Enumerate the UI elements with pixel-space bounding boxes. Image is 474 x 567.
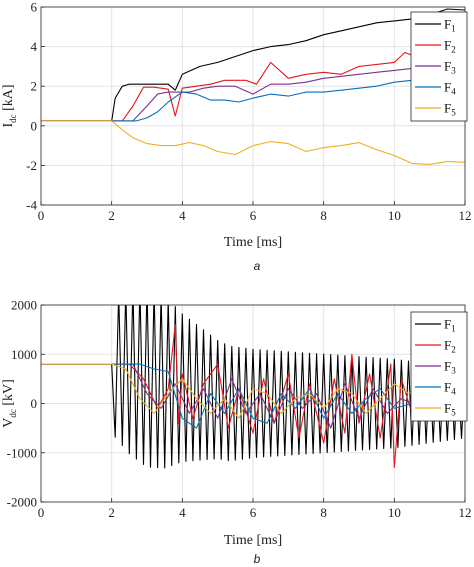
y-tick-label: -2000 bbox=[7, 495, 37, 510]
x-tick-label: 12 bbox=[459, 505, 472, 520]
figure-caption: b bbox=[254, 552, 261, 566]
legend-label-F4: F4 bbox=[444, 380, 456, 397]
x-tick-label: 6 bbox=[250, 505, 257, 520]
x-tick-label: 4 bbox=[179, 208, 186, 223]
x-tick-label: 10 bbox=[388, 505, 401, 520]
legend-label-F5: F5 bbox=[444, 401, 456, 418]
x-tick-label: 0 bbox=[38, 208, 45, 223]
figure-caption: a bbox=[254, 259, 261, 273]
series-line-F4 bbox=[41, 75, 465, 122]
series-line-F4 bbox=[41, 363, 413, 429]
x-tick-label: 4 bbox=[179, 505, 186, 520]
y-axis-label: Vdc [kV] bbox=[1, 379, 18, 428]
x-tick-label: 10 bbox=[388, 208, 401, 223]
legend-label-F4: F4 bbox=[444, 80, 456, 97]
x-tick-label: 2 bbox=[108, 505, 115, 520]
x-tick-label: 8 bbox=[320, 208, 327, 223]
series-line-F2 bbox=[41, 44, 465, 122]
legend-label-F3: F3 bbox=[444, 359, 456, 376]
legend: F1 F2 F3 F4 F5 bbox=[410, 311, 468, 422]
legend-label-F1: F1 bbox=[444, 17, 456, 34]
legend-label-F1: F1 bbox=[444, 317, 456, 334]
series-group bbox=[41, 8, 465, 165]
series-line-F3 bbox=[41, 363, 413, 429]
series-group bbox=[41, 305, 465, 469]
series-line-F1 bbox=[41, 305, 465, 469]
x-tick-label: 6 bbox=[250, 208, 257, 223]
x-tick-label: 0 bbox=[38, 505, 45, 520]
legend-label-F2: F2 bbox=[444, 338, 456, 355]
legend-label-F5: F5 bbox=[444, 101, 456, 118]
chart-b: 0 2 4 6 8 10 12 -2000 -1000 0 1000 2000 Time [ms] Vdc… bbox=[1, 298, 472, 567]
x-tick-label: 2 bbox=[108, 208, 115, 223]
series-line-F3 bbox=[41, 61, 465, 122]
legend-label-F3: F3 bbox=[444, 59, 456, 76]
series-line-F5 bbox=[41, 363, 465, 419]
y-tick-label: 1000 bbox=[11, 347, 37, 362]
x-axis-label: Time [ms] bbox=[224, 235, 282, 250]
y-axis-label: Idc [kA] bbox=[1, 84, 18, 127]
legend: F1 F2 F3 F4 F5 bbox=[410, 11, 468, 122]
y-tick-label: 2000 bbox=[11, 298, 37, 313]
series-line-F1 bbox=[41, 8, 465, 122]
y-tick-label: 2 bbox=[31, 79, 38, 94]
y-tick-label: -1000 bbox=[7, 445, 37, 460]
series-line-F5 bbox=[41, 120, 465, 165]
x-tick-label: 12 bbox=[459, 208, 472, 223]
y-tick-label: 6 bbox=[31, 0, 38, 15]
y-tick-label: 4 bbox=[31, 39, 38, 54]
y-tick-label: -4 bbox=[26, 198, 37, 213]
x-axis-label: Time [ms] bbox=[224, 533, 282, 548]
legend-label-F2: F2 bbox=[444, 38, 456, 55]
x-tick-label: 8 bbox=[320, 505, 327, 520]
y-tick-label: -2 bbox=[26, 158, 37, 173]
y-tick-label: 0 bbox=[31, 118, 38, 133]
y-tick-label: 0 bbox=[31, 396, 38, 411]
